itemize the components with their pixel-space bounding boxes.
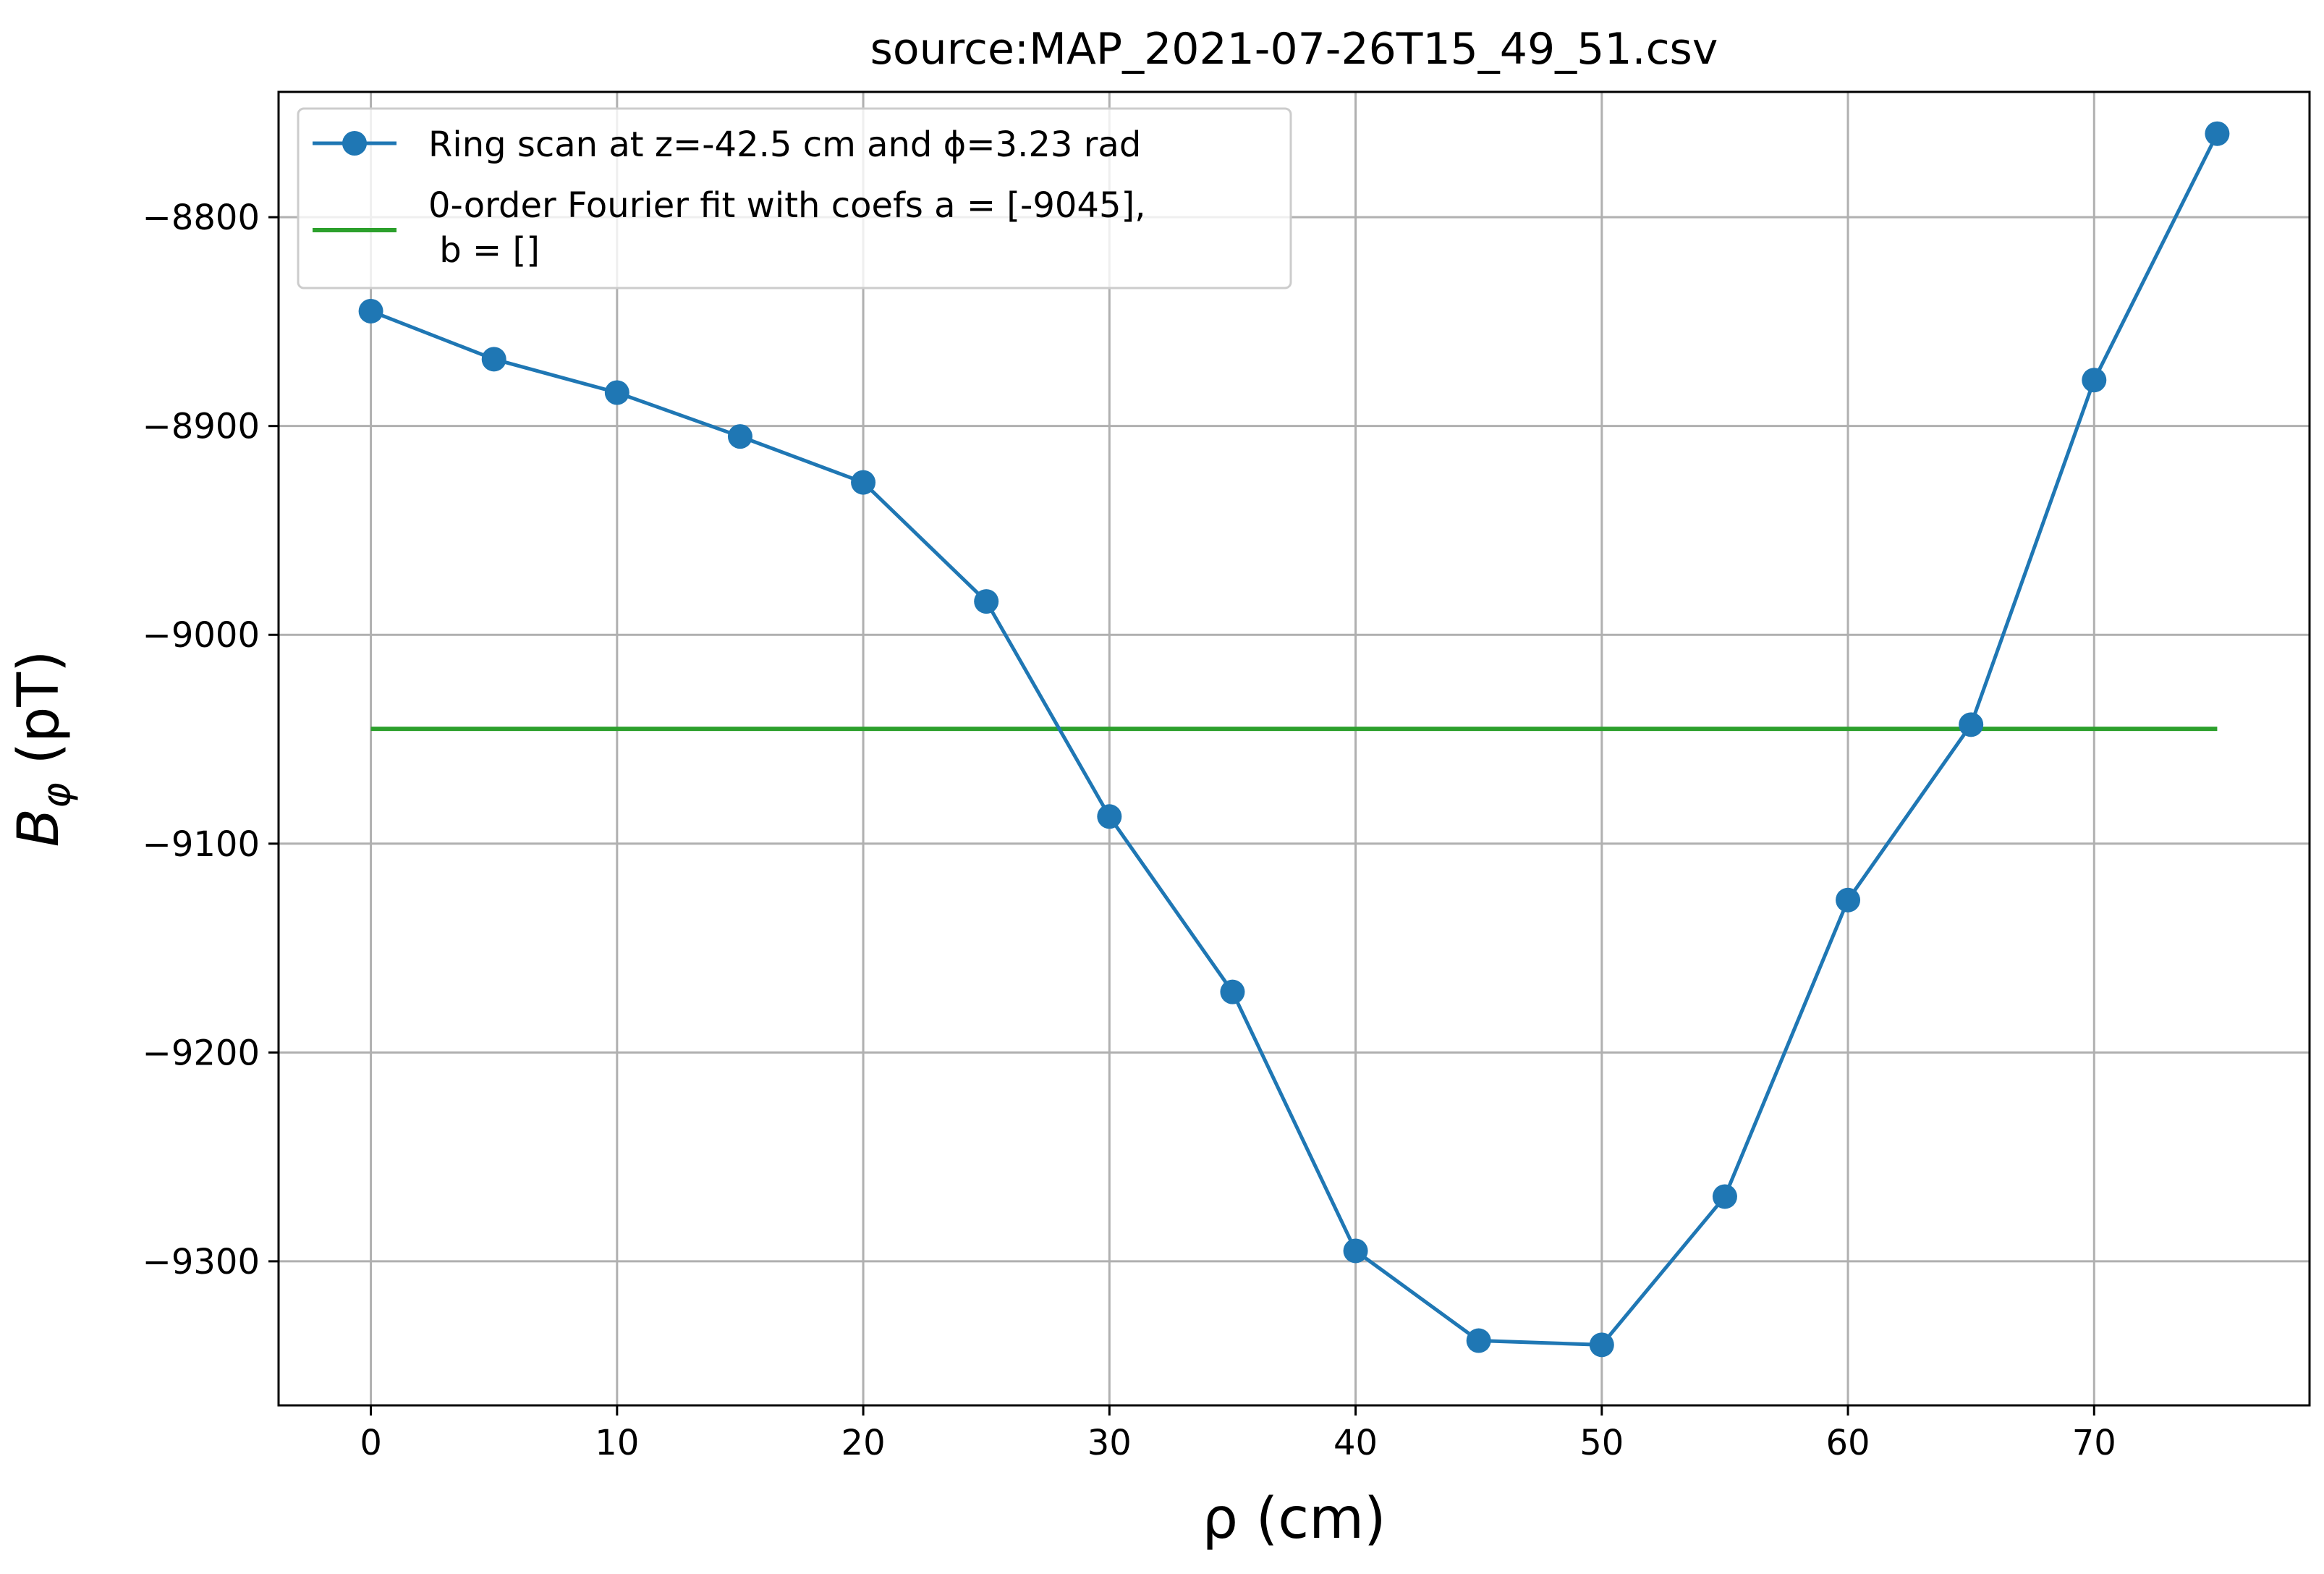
- ring-scan-line: [370, 132, 2219, 1347]
- y-tick-label: −8900: [143, 407, 260, 447]
- legend-label-fourier-fit-line2: b = []: [428, 230, 540, 271]
- ring-scan-point: [481, 347, 506, 372]
- y-axis-label: Bφ (pT): [7, 651, 79, 847]
- ring-scan-point: [1959, 712, 1984, 737]
- ring-scan-point: [1343, 1238, 1368, 1264]
- axis-ticks: 0 10 20 30 40 50 60 70 −8800 −8900 −9000 −9100 −9200…: [143, 198, 2116, 1463]
- legend-label-fourier-fit: 0-order Fourier fit with coefs a = [-904…: [428, 185, 1145, 226]
- y-tick-label: −9100: [143, 824, 260, 865]
- y-axis-label-unit: (pT): [7, 651, 72, 783]
- legend-marker-ring-scan: [342, 131, 367, 156]
- legend: Ring scan at z=-42.5 cm and ϕ=3.23 rad 0…: [297, 107, 1292, 289]
- axes-frame: [277, 90, 2311, 1407]
- ring-scan-point: [974, 589, 999, 614]
- x-tick-label: 30: [1087, 1423, 1132, 1463]
- x-tick-label: 20: [841, 1423, 886, 1463]
- ring-scan-point: [1589, 1332, 1614, 1358]
- ring-scan-point: [2205, 121, 2230, 146]
- x-tick-label: 0: [360, 1423, 382, 1463]
- ring-scan-point: [1220, 979, 1245, 1004]
- legend-label-ring-scan: Ring scan at z=-42.5 cm and ϕ=3.23 rad: [428, 124, 1141, 165]
- ring-scan-point: [358, 298, 383, 323]
- y-axis-label-subscript: φ: [33, 782, 79, 808]
- x-tick-label: 50: [1579, 1423, 1624, 1463]
- ring-scan-point: [604, 380, 629, 405]
- y-tick-label: −8800: [143, 198, 260, 238]
- x-tick-label: 70: [2072, 1423, 2116, 1463]
- x-tick-label: 40: [1333, 1423, 1378, 1463]
- x-tick-label: 10: [595, 1423, 639, 1463]
- ring-scan-point: [1712, 1184, 1737, 1209]
- plot-area: [358, 121, 2230, 1358]
- ring-scan-point: [851, 470, 876, 495]
- ring-scan-point: [727, 424, 752, 449]
- legend-box: [297, 107, 1292, 289]
- y-tick-label: −9200: [143, 1033, 260, 1073]
- ring-scan-point: [2082, 368, 2107, 393]
- y-tick-label: −9000: [143, 615, 260, 656]
- ring-scan-point: [1836, 887, 1861, 913]
- chart-title: source:MAP_2021-07-26T15_49_51.csv: [870, 24, 1718, 75]
- ring-scan-point: [1097, 804, 1122, 829]
- x-axis-label: ρ (cm): [1202, 1486, 1386, 1552]
- x-tick-label: 60: [1826, 1423, 1870, 1463]
- y-tick-label: −9300: [143, 1242, 260, 1282]
- y-axis-label-symbol: B: [7, 808, 72, 847]
- ring-scan-point: [1466, 1328, 1491, 1353]
